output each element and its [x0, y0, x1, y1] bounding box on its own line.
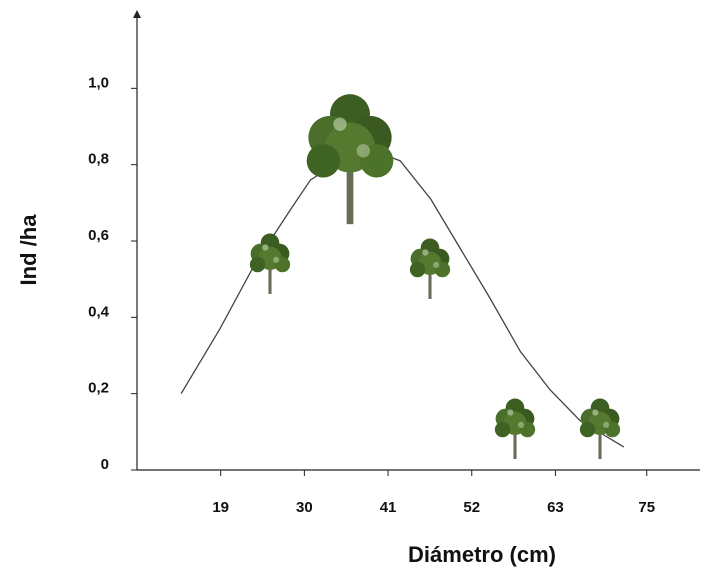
tree-icon [495, 399, 535, 459]
tree-icon [580, 399, 620, 459]
y-tick-label: 1,0 [88, 74, 109, 91]
y-axis-arrow [133, 10, 141, 18]
y-axis-label: Ind /ha [16, 214, 41, 286]
axes [133, 10, 700, 470]
y-tick-label: 0 [101, 456, 109, 473]
x-tick-label: 30 [296, 499, 313, 516]
chart: Ind /ha Diámetro (cm) 0 0,2 0,4 0,6 0,8 1,0 19… [0, 0, 710, 580]
x-axis-label: Diámetro (cm) [408, 542, 556, 567]
x-tick-label: 41 [380, 499, 397, 516]
x-tick-label: 63 [547, 499, 564, 516]
tree-icon [410, 239, 450, 299]
y-tick-label: 0,8 [88, 151, 109, 168]
y-tick-label: 0,2 [88, 380, 109, 397]
x-tick-label: 19 [212, 499, 229, 516]
y-tick-label: 0,6 [88, 227, 109, 244]
x-tick-label: 52 [463, 499, 480, 516]
x-tick-label: 75 [638, 499, 655, 516]
data-line [181, 149, 624, 447]
tree-icon [250, 234, 290, 294]
tree-icon [307, 94, 394, 224]
y-tick-label: 0,4 [88, 303, 110, 320]
